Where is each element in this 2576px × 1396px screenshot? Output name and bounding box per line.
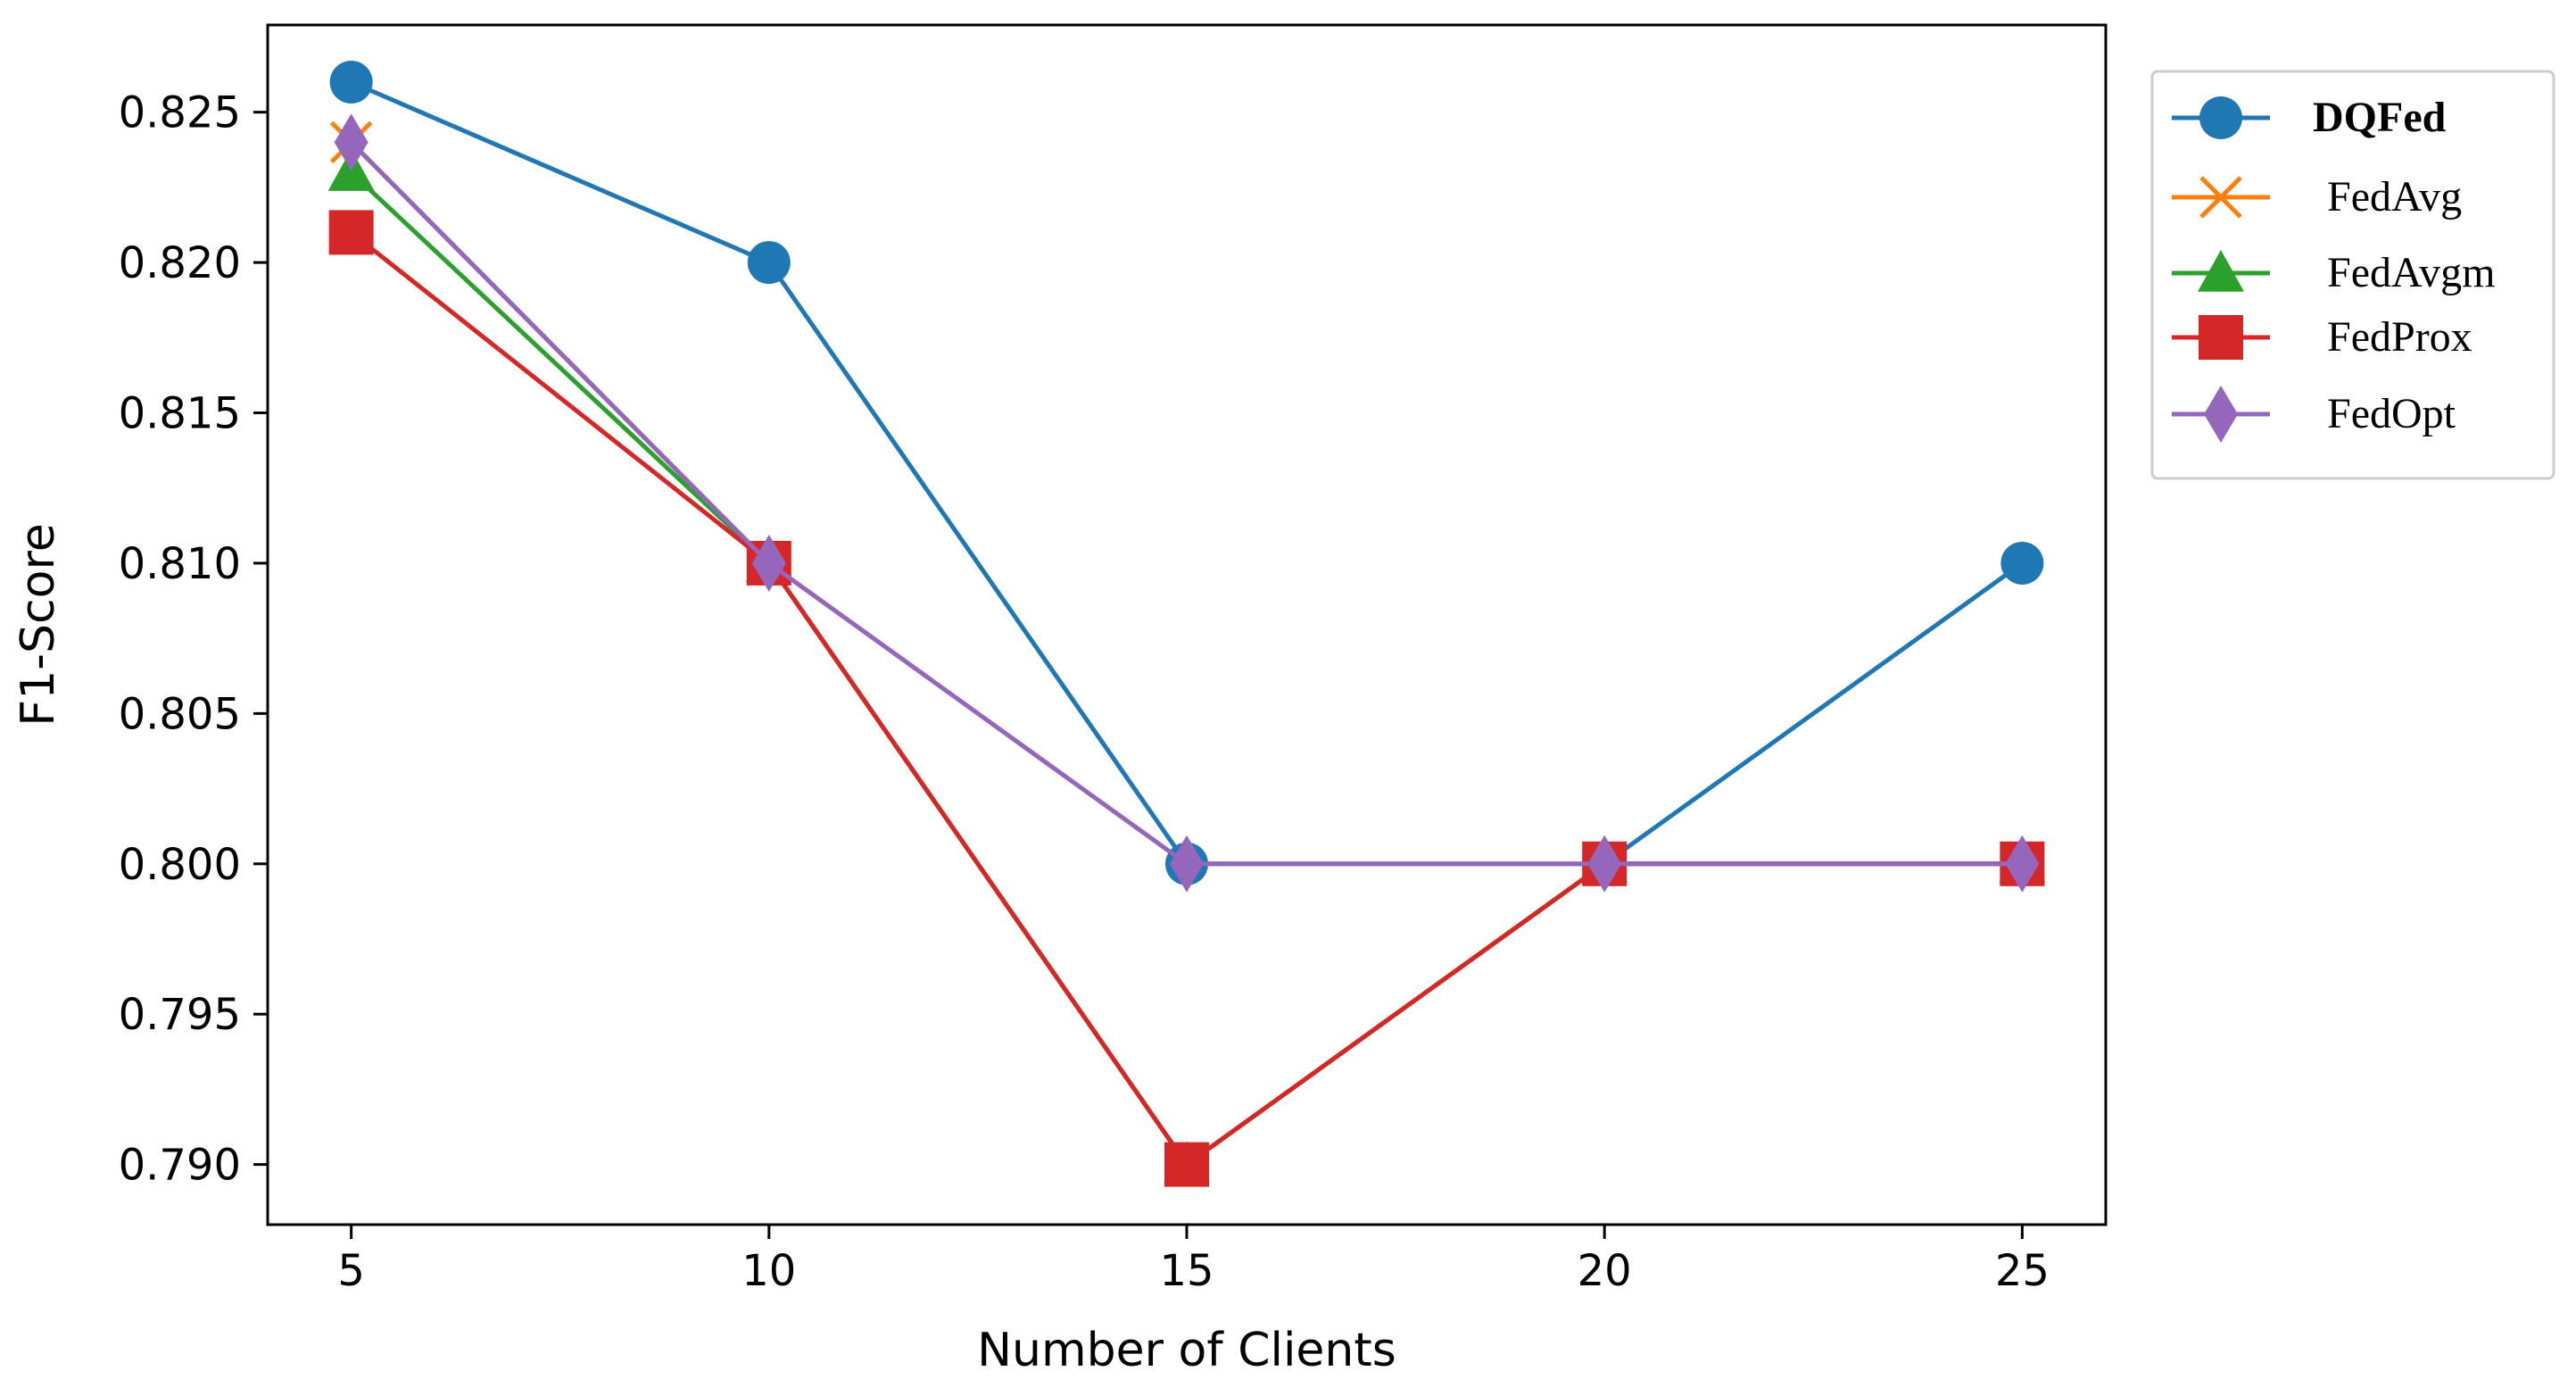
legend-marker-fedopt — [2204, 386, 2238, 443]
data-point-fedopt — [1170, 835, 1204, 893]
x-tick-label: 20 — [1578, 1246, 1632, 1296]
y-tick-label: 0.825 — [119, 88, 241, 138]
legend-marker-fedavg — [2199, 176, 2242, 219]
legend-marker-fedavgm — [2198, 250, 2244, 292]
y-tick-label: 0.815 — [119, 389, 241, 439]
series-fedopt — [334, 113, 2040, 893]
y-axis: 0.790 0.795 0.800 0.805 0.810 0.815 0.820 0.825 — [119, 88, 268, 1191]
legend-item-fedavg: FedAvg — [2172, 173, 2462, 220]
legend-item-fedopt: FedOpt — [2172, 386, 2456, 443]
data-point-fedprox — [1164, 1142, 1209, 1187]
x-tick-label: 10 — [741, 1246, 796, 1296]
y-tick-label: 0.820 — [119, 238, 241, 288]
y-tick-label: 0.805 — [119, 689, 241, 739]
y-tick-label: 0.790 — [119, 1141, 241, 1191]
data-point-dqfed — [747, 241, 791, 285]
data-point-fedopt — [334, 113, 369, 171]
data-point-dqfed — [2000, 541, 2044, 585]
y-axis-title: F1-Score — [12, 523, 65, 726]
x-tick-label: 25 — [1995, 1246, 2050, 1296]
legend-label-dqfed: DQFed — [2313, 94, 2447, 141]
legend-label-fedopt: FedOpt — [2327, 390, 2456, 437]
legend: DQFed FedAvg FedAvgm FedProx FedOpt — [2150, 70, 2555, 480]
data-point-fedopt — [2005, 835, 2040, 893]
legend-item-fedprox: FedProx — [2172, 313, 2472, 361]
data-point-fedopt — [751, 534, 786, 592]
legend-item-fedavgm: FedAvgm — [2172, 249, 2495, 296]
plot-marks — [327, 61, 2046, 1187]
x-axis-title: Number of Clients — [977, 1324, 1396, 1377]
legend-box — [2150, 70, 2555, 480]
y-tick-label: 0.810 — [119, 539, 241, 589]
data-point-fedopt — [1587, 835, 1622, 893]
x-axis: 5 10 15 20 25 — [337, 1225, 2050, 1296]
legend-marker-fedprox — [2199, 315, 2243, 360]
x-tick-label: 15 — [1159, 1246, 1213, 1296]
legend-item-dqfed: DQFed — [2172, 94, 2447, 141]
data-point-fedprox — [328, 210, 374, 255]
legend-marker-fedavg-stroke — [2199, 176, 2242, 219]
legend-marker-dqfed — [2199, 96, 2242, 139]
y-tick-label: 0.800 — [119, 840, 241, 890]
legend-label-fedavgm: FedAvgm — [2327, 249, 2495, 296]
x-tick-label: 5 — [337, 1246, 365, 1296]
legend-label-fedprox: FedProx — [2327, 313, 2472, 361]
data-point-dqfed — [329, 61, 373, 104]
legend-label-fedavg: FedAvg — [2327, 173, 2462, 220]
y-tick-label: 0.795 — [119, 990, 241, 1040]
